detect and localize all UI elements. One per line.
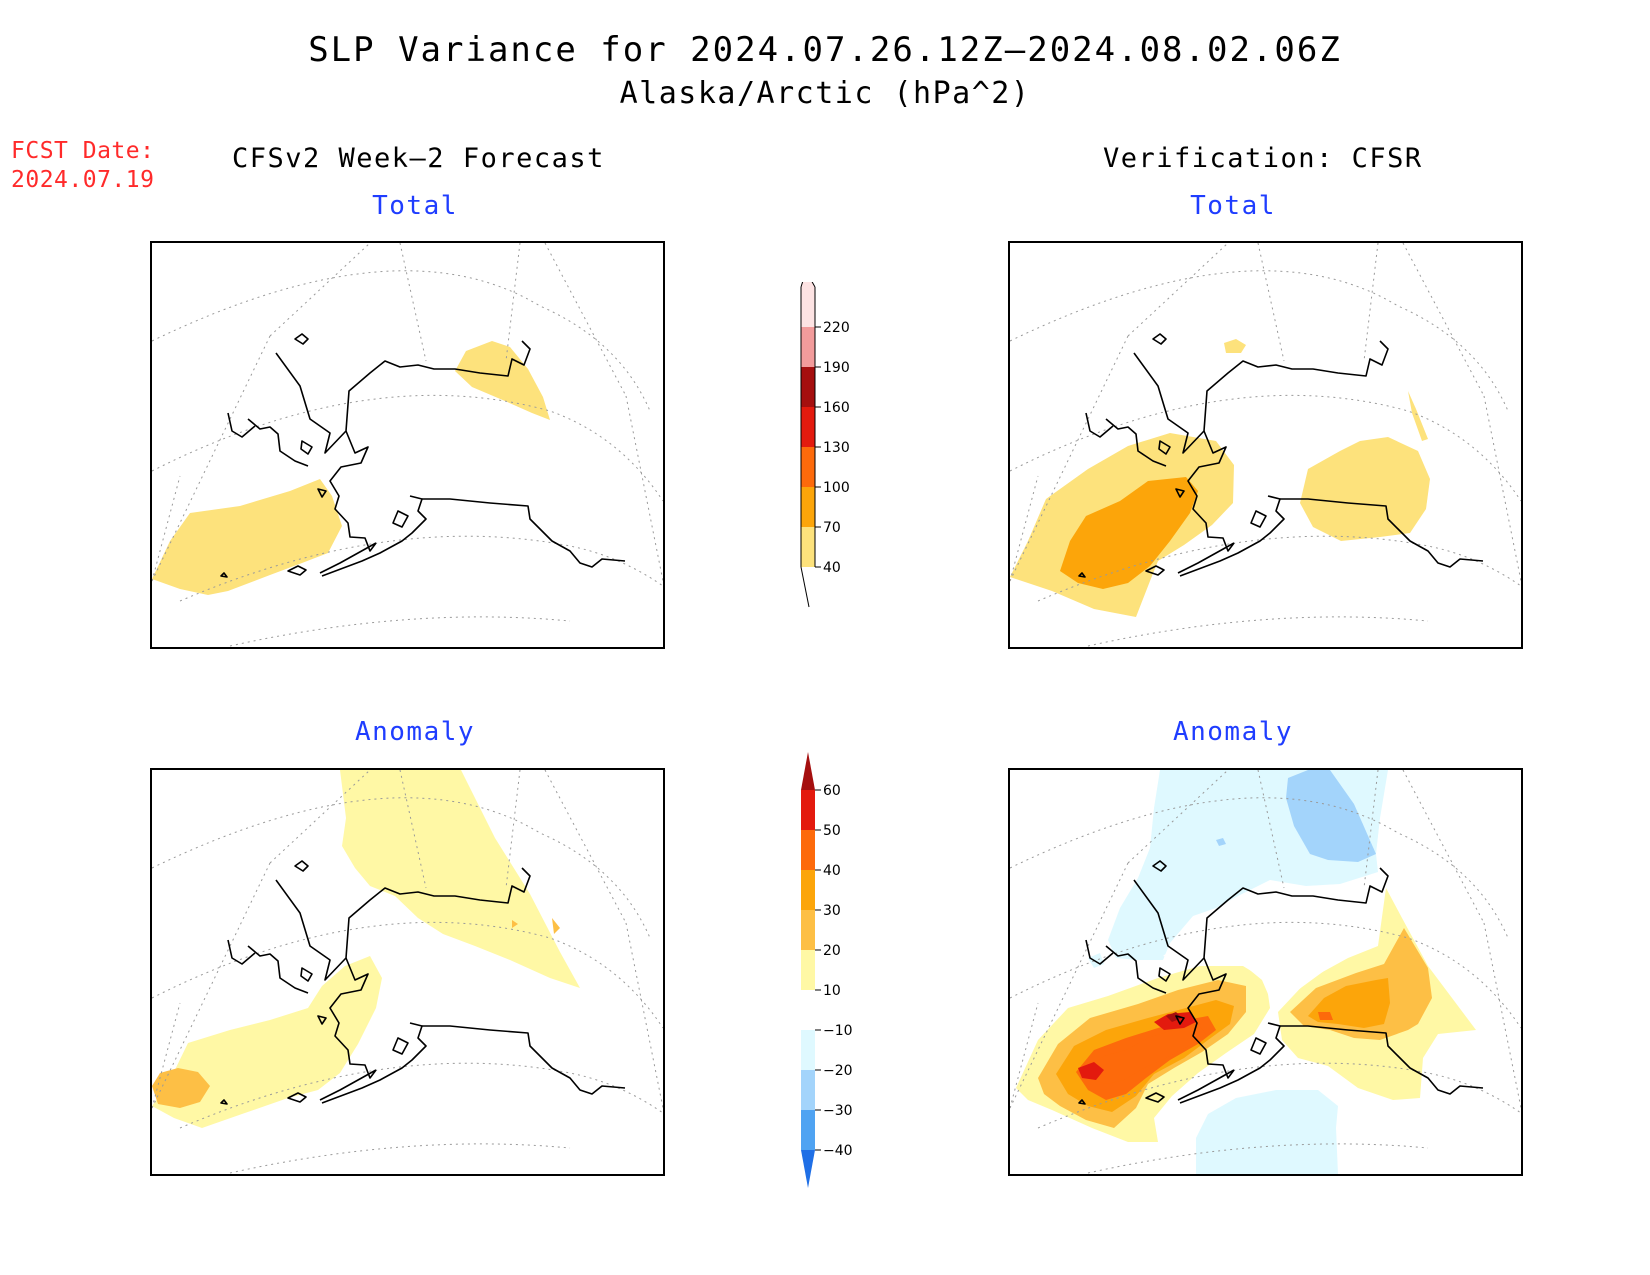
colorbar-total-tick-label: 100 xyxy=(823,480,850,496)
colorbar-anomaly-box xyxy=(801,990,815,1030)
colorbar-anomaly-tick-label: 10 xyxy=(823,983,841,999)
colorbar-total-box xyxy=(801,447,815,487)
panel-title-forecast-anomaly: Anomaly xyxy=(354,717,476,747)
colorbar-anomaly-tick-label: −20 xyxy=(823,1063,853,1079)
colorbar-anomaly-tick-label: 60 xyxy=(823,783,841,799)
panel-title-verification-anomaly: Anomaly xyxy=(1172,717,1294,747)
colorbar-anomaly-tick-label: 20 xyxy=(823,943,841,959)
panel-title-forecast-total: Total xyxy=(372,191,458,221)
colorbar-total-tick-label: 40 xyxy=(823,560,841,576)
colorbar-anomaly-box xyxy=(801,1110,815,1150)
colorbar-total-box xyxy=(801,407,815,447)
panel-title-verification-total: Total xyxy=(1190,191,1276,221)
colorbar-anomaly-tick-label: −40 xyxy=(823,1143,853,1159)
anomaly-contours xyxy=(1016,770,1476,1174)
main-title: SLP Variance for 2024.07.26.12Z–2024.08.… xyxy=(308,30,1342,70)
colorbar-total-tail xyxy=(800,566,810,608)
colorbar-anomaly-box xyxy=(801,870,815,910)
colorbar-total-tick-label: 190 xyxy=(823,360,850,376)
subtitle: Alaska/Arctic (hPa^2) xyxy=(619,76,1031,111)
colorbar-anomaly-tick-label: 40 xyxy=(823,863,841,879)
map-forecast-total xyxy=(150,241,665,649)
colorbar-anomaly-box xyxy=(801,950,815,990)
forecast-date-label: FCST Date: xyxy=(11,138,155,164)
colorbar-total-tick-label: 220 xyxy=(823,320,850,336)
colorbar-anomaly-box xyxy=(801,830,815,870)
colorbar-total-tick-label: 160 xyxy=(823,400,850,416)
colorbar-anomaly-top-arrow xyxy=(801,752,815,790)
forecast-date-value: 2024.07.19 xyxy=(11,167,155,193)
variance-contours xyxy=(152,341,550,595)
left-column-title: CFSv2 Week–2 Forecast xyxy=(232,143,605,174)
colorbar-total-box xyxy=(801,487,815,527)
colorbar-anomaly-box xyxy=(801,1030,815,1070)
colorbar-total-tick-label: 70 xyxy=(823,520,841,536)
map-verification-anomaly xyxy=(1008,768,1523,1176)
right-column-title: Verification: CFSR xyxy=(1103,143,1423,174)
colorbar-anomaly-box xyxy=(801,910,815,950)
colorbar-anomaly-tick-label: 50 xyxy=(823,823,841,839)
map-forecast-anomaly xyxy=(150,768,665,1176)
colorbar-anomaly: 60 50 40 30 20 10 −10 −20 −30 −40 xyxy=(795,750,885,1204)
colorbar-anomaly-box xyxy=(801,790,815,830)
colorbar-total-box xyxy=(801,327,815,367)
colorbar-anomaly-tick-label: −10 xyxy=(823,1023,853,1039)
colorbar-total-box xyxy=(801,367,815,407)
colorbar-total-box xyxy=(801,527,815,567)
colorbar-anomaly-box xyxy=(801,1070,815,1110)
variance-contours xyxy=(1010,339,1430,617)
colorbar-anomaly-bottom-arrow xyxy=(801,1150,815,1188)
anomaly-contours xyxy=(152,770,580,1128)
map-verification-total xyxy=(1008,241,1523,649)
colorbar-total-head xyxy=(800,269,816,288)
colorbar-total: 40 70 100 130 160 190 220 xyxy=(795,269,885,616)
colorbar-total-tick-label: 130 xyxy=(823,440,850,456)
colorbar-total-box xyxy=(801,287,815,327)
colorbar-anomaly-tick-label: −30 xyxy=(823,1103,853,1119)
colorbar-anomaly-tick-label: 30 xyxy=(823,903,841,919)
